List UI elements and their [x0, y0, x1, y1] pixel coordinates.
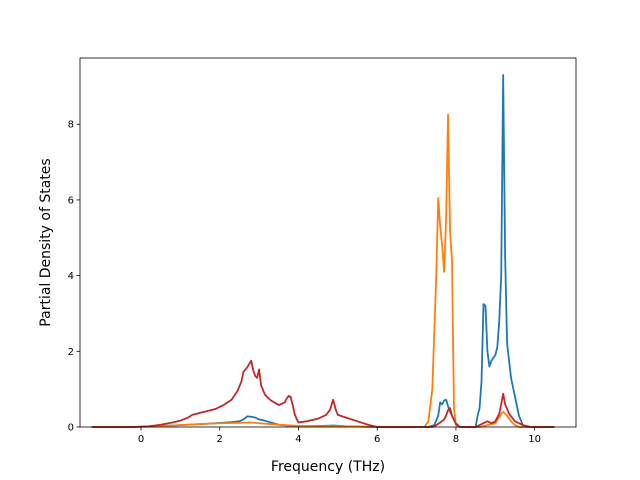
- x-tick-label: 4: [295, 434, 301, 445]
- y-ticks: 0 2 4 6 8: [68, 120, 80, 434]
- series-line-2: [91, 113, 555, 428]
- x-tick-label: 8: [453, 434, 459, 445]
- y-tick-label: 0: [68, 423, 74, 434]
- series-line-3: [91, 359, 555, 428]
- x-tick-label: 0: [138, 434, 144, 445]
- plot-area: [80, 58, 576, 427]
- series-layer: [91, 74, 555, 428]
- x-tick-label: 2: [217, 434, 223, 445]
- y-tick-label: 4: [68, 271, 74, 282]
- y-tick-label: 2: [68, 347, 74, 358]
- plot-frame: [79, 57, 577, 428]
- x-tick-label: 10: [528, 434, 541, 445]
- x-tick-label: 6: [374, 434, 380, 445]
- y-tick-label: 8: [68, 120, 74, 131]
- y-axis-label: Partial Density of States: [38, 158, 54, 326]
- series-line-1: [91, 74, 555, 428]
- x-ticks: 0 2 4 6 8 10: [138, 427, 541, 445]
- x-axis-label: Frequency (THz): [271, 459, 385, 475]
- y-tick-label: 6: [68, 195, 74, 206]
